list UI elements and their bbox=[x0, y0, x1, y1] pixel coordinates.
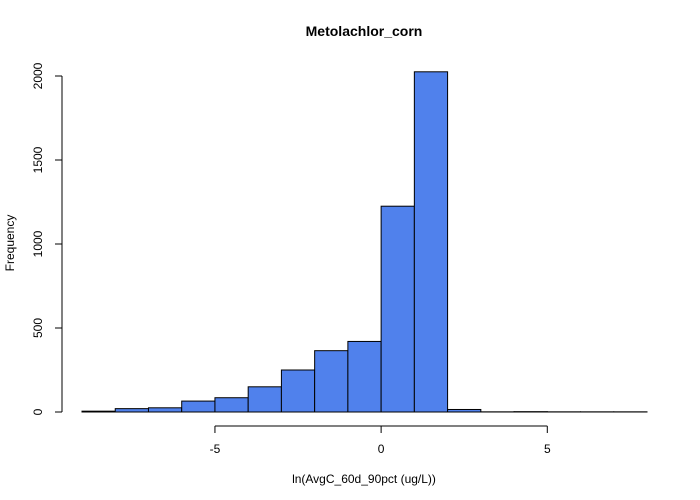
y-tick-label: 2000 bbox=[31, 62, 45, 89]
histogram-bar bbox=[147, 407, 183, 413]
histogram-bar bbox=[447, 408, 482, 413]
histogram-bar bbox=[280, 369, 316, 413]
y-axis-label: Frequency bbox=[3, 215, 17, 272]
y-axis: 0 500 1000 1500 2000 bbox=[31, 62, 63, 415]
y-tick-label: 1500 bbox=[31, 146, 45, 173]
bars-group bbox=[81, 71, 648, 413]
y-tick-label: 1000 bbox=[31, 230, 45, 257]
histogram-bar bbox=[413, 71, 449, 413]
histogram-bar bbox=[380, 205, 415, 413]
x-tick-label: 5 bbox=[544, 442, 551, 456]
y-tick-label: 500 bbox=[31, 318, 45, 338]
histogram-bar bbox=[214, 397, 249, 413]
x-axis: -5 0 5 bbox=[210, 425, 551, 456]
histogram-bar bbox=[181, 400, 216, 413]
x-tick-label: 0 bbox=[378, 442, 385, 456]
chart-title: Metolachlor_corn bbox=[306, 23, 423, 39]
x-tick-label: -5 bbox=[210, 442, 221, 456]
histogram-bar bbox=[347, 340, 382, 413]
histogram-bar bbox=[81, 410, 116, 413]
x-axis-label: ln(AvgC_60d_90pct (ug/L)) bbox=[292, 472, 436, 486]
histogram-bar bbox=[247, 386, 282, 413]
histogram-bar bbox=[314, 350, 349, 413]
histogram-bar bbox=[114, 408, 149, 413]
y-tick-label: 0 bbox=[31, 408, 45, 415]
